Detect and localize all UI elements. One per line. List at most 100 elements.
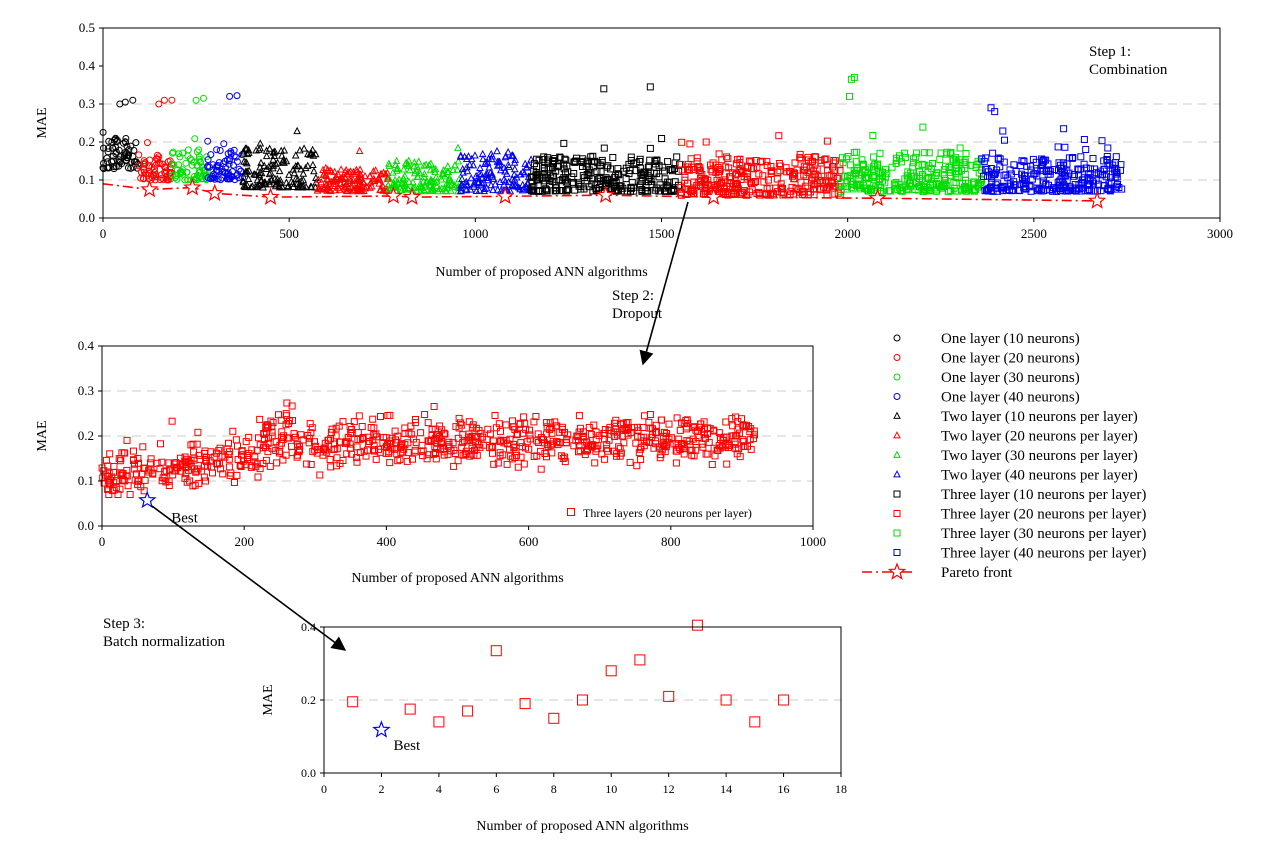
data-point [119,470,127,478]
data-point [598,156,606,164]
data-point [675,444,683,452]
best-label: Best [171,510,199,526]
data-point [549,172,557,180]
data-point [600,85,608,93]
data-point [767,167,775,175]
data-point [1112,153,1120,161]
data-point [397,178,406,187]
data-point [239,149,248,157]
data-point [393,164,402,172]
data-point [994,179,1002,187]
data-point [141,476,149,484]
data-point [491,412,499,419]
data-point [433,431,440,439]
data-point [646,411,654,418]
data-point [272,159,280,168]
data-point [541,177,549,185]
data-point [493,161,502,169]
data-point [892,159,900,167]
data-point [787,187,795,195]
data-point [335,422,343,430]
data-point [413,162,421,170]
data-point [310,167,318,175]
data-point [746,428,754,436]
data-point [958,166,965,174]
data-point [632,439,640,447]
legend-label: One layer (40 neurons) [941,390,1080,406]
data-point [385,159,393,167]
data-point [267,176,276,184]
pareto-star [704,187,723,205]
data-point [1061,143,1069,151]
data-point [392,156,401,164]
data-point [373,433,381,441]
data-point [871,160,879,168]
data-point [907,169,915,177]
data-point [459,439,467,447]
x-tick-label: 12 [663,782,675,796]
data-point [949,157,957,165]
data-point [702,138,710,146]
data-point [186,477,194,485]
data-point [517,439,525,447]
pareto-star [183,177,202,196]
data-point [147,455,155,463]
data-point [428,431,436,439]
data-point [632,167,640,175]
data-point [253,181,262,189]
data-point [263,421,271,429]
y-tick-label: 0.4 [301,620,316,634]
data-point [579,163,586,170]
data-point [994,155,1002,163]
data-point [739,436,747,444]
data-point [116,457,124,465]
data-point [366,183,374,191]
data-point [537,465,545,473]
data-point [575,180,583,188]
data-point [823,186,831,194]
data-point [244,174,253,182]
data-point [504,160,513,168]
data-point [577,694,588,706]
data-point [733,432,741,440]
data-point [411,446,419,454]
data-point [526,431,534,439]
data-point [485,163,494,171]
data-point [394,457,402,465]
data-point [390,445,398,453]
pareto-star [261,187,280,205]
legend-label: Two layer (20 neurons per layer) [941,429,1138,445]
data-point [507,452,515,460]
data-point [514,463,522,471]
data-point [343,186,351,195]
data-point [937,183,945,191]
step1-to-step2-arrow [639,201,689,366]
data-point [226,155,234,163]
data-point [956,156,964,164]
pareto-star [868,188,887,207]
data-point [605,665,617,677]
data-point [511,155,520,163]
data-point [409,435,417,443]
data-point [160,96,168,104]
data-point [560,139,568,147]
data-point [987,104,995,112]
data-point [276,176,285,184]
step3-panel: Best 0 2 4 6 8 10 12 14 16 18 0.0 0.2 0.4 Number of … [103,616,847,834]
data-point [343,439,351,447]
data-point [420,172,428,181]
data-point [379,439,387,447]
data-point [161,474,169,482]
data-point [103,154,111,162]
data-point [369,415,377,423]
data-point [283,399,291,407]
x-tick-label: 8 [551,782,557,796]
data-point [271,147,279,155]
data-point [831,157,839,165]
data-point [664,183,672,191]
data-point [818,172,826,180]
x-tick-label: 3000 [1207,226,1233,241]
data-point [1097,171,1105,179]
data-point [912,153,920,161]
step2-best-marker: Best [137,490,199,526]
